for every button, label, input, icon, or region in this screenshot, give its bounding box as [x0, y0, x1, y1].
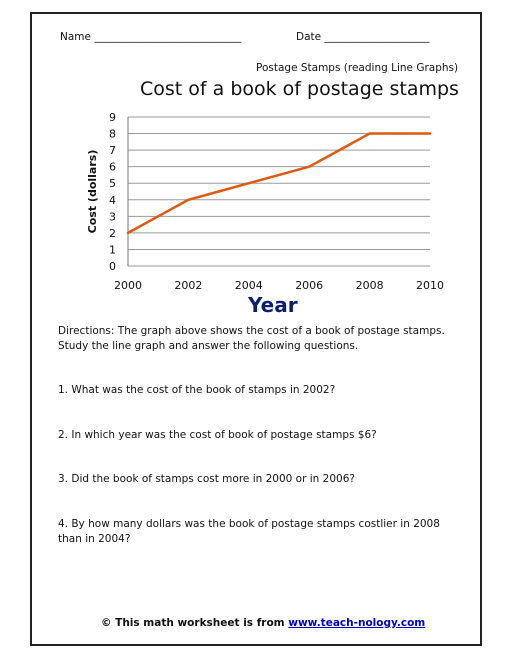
date-field: Date ____________________: [296, 31, 430, 43]
worksheet-subtitle: Postage Stamps (reading Line Graphs): [256, 62, 459, 74]
x-tick-label: 2006: [295, 279, 323, 292]
y-tick-label: 3: [109, 210, 116, 223]
y-tick-label: 8: [109, 128, 116, 141]
x-tick-label: 2010: [416, 279, 444, 292]
y-tick-label: 9: [109, 111, 116, 124]
y-tick-label: 2: [109, 227, 116, 240]
y-tick-label: 4: [109, 194, 116, 207]
y-tick-label: 0: [109, 260, 116, 273]
y-tick-label: 7: [109, 144, 116, 157]
footer-text: © This math worksheet is from: [101, 617, 289, 629]
question-3: 3. Did the book of stamps cost more in 2…: [58, 473, 355, 485]
series-line: [126, 132, 432, 235]
y-tick-label: 6: [109, 161, 116, 174]
x-axis-label: Year: [248, 293, 298, 317]
question-4: 4. By how many dollars was the book of p…: [58, 518, 440, 545]
footer-link[interactable]: www.teach-nology.com: [288, 617, 426, 629]
x-tick-label: 2000: [114, 279, 142, 292]
x-tick-label: 2002: [174, 279, 202, 292]
worksheet-border: [30, 12, 482, 646]
x-tick-label: 2008: [356, 279, 384, 292]
y-axis-label: Cost (dollars): [86, 150, 99, 234]
footer: © This math worksheet is from www.teach-…: [101, 617, 425, 629]
x-tick-label: 2004: [235, 279, 263, 292]
y-tick-label: 1: [109, 243, 116, 256]
line-chart: 0 1 2 3 4 5 6 7 8 9 2000 2002 2004 2006 2008 2010 Cost (…: [86, 111, 444, 292]
chart-title: Cost of a book of postage stamps: [140, 78, 459, 100]
question-2: 2. In which year was the cost of book of…: [58, 429, 377, 441]
y-tick-label: 5: [109, 177, 116, 190]
question-1: 1. What was the cost of the book of stam…: [58, 384, 336, 396]
name-field: Name ____________________________: [60, 31, 242, 43]
directions-text: Directions: The graph above shows the co…: [58, 325, 445, 352]
